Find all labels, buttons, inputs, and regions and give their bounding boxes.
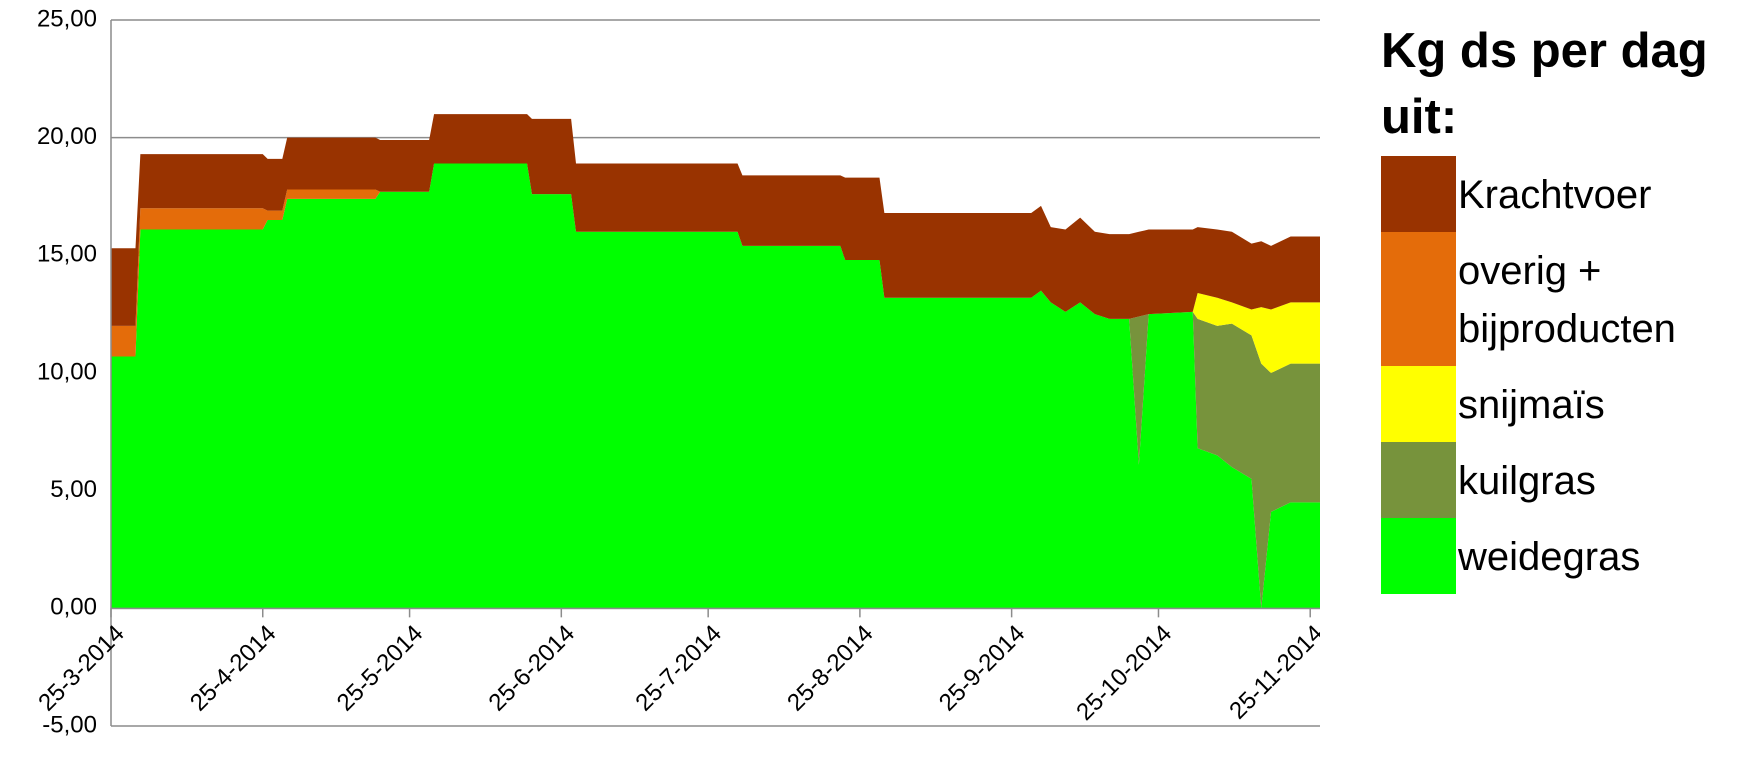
areas [111,114,1320,609]
legend-swatch [1381,156,1456,232]
legend-item: overig + bijproducten [1381,232,1743,366]
legend-swatch [1381,232,1456,366]
legend-label: Krachtvoer [1458,173,1652,217]
area [111,114,1320,326]
x-tick-label: 25-7-2014 [630,620,726,716]
legend-label: snijmaïs [1458,383,1605,427]
legend-item: weidegras [1381,518,1743,594]
legend: Kg ds per dag uit: Krachtvoer overig + bi… [1381,18,1743,594]
x-tick-label: 25-10-2014 [1071,620,1177,726]
y-tick-label: 5,00 [50,476,97,503]
legend-item: Krachtvoer [1381,156,1743,232]
legend-item: kuilgras [1381,442,1743,518]
x-tick-label: 25-11-2014 [1224,620,1320,725]
x-tick-label: 25-4-2014 [185,620,281,716]
x-tick-label: 25-6-2014 [484,620,580,716]
area [111,163,1320,609]
y-tick-label: 10,00 [37,358,97,385]
legend-label: kuilgras [1458,459,1596,503]
legend-swatch [1381,442,1456,518]
legend-swatch [1381,518,1456,594]
y-tick-label: 25,00 [37,5,97,32]
legend-label: overig + bijproducten [1458,249,1676,351]
y-tick-label: 0,00 [50,594,97,621]
legend-label: weidegras [1458,535,1641,579]
chart: -5,00 0,00 5,00 10,00 15,00 20,00 25,00 25-3-20… [33,5,1320,738]
legend-swatch [1381,366,1456,442]
y-tick-label: 15,00 [37,241,97,268]
x-tick-label: 25-5-2014 [332,620,428,716]
x-tick-label: 25-9-2014 [934,620,1030,716]
y-tick-label: -5,00 [42,711,97,738]
x-tick-label: 25-8-2014 [782,620,878,716]
legend-item: snijmaïs [1381,366,1743,442]
legend-title: Kg ds per dag uit: [1381,24,1708,144]
x-tick-label: 25-3-2014 [33,620,129,716]
y-tick-label: 20,00 [37,123,97,150]
